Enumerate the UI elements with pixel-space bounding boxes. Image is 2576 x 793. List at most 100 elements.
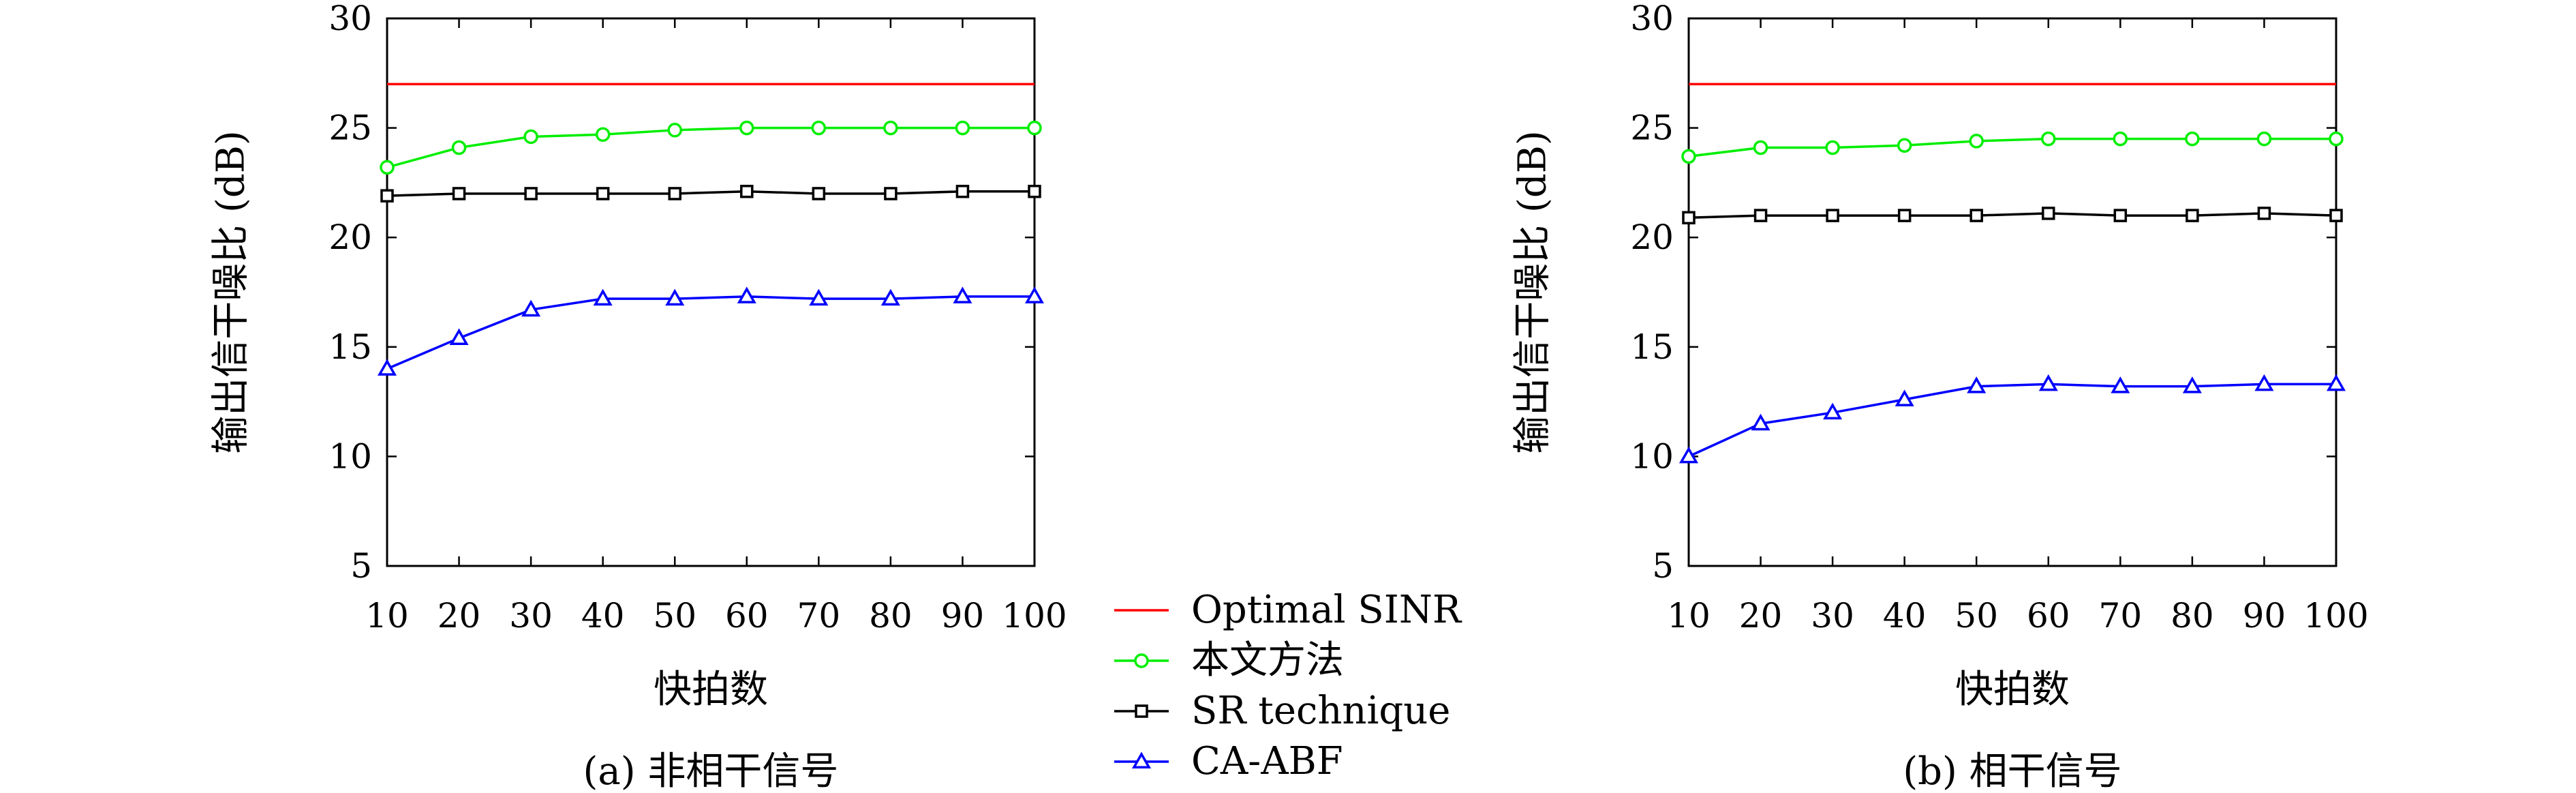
chart-panel-b: 10 20 30 40 50 60 70 80 90 100 5 10 15 20 25 30 快拍数 输出信干噪… bbox=[1511, 0, 2369, 793]
plot-frame bbox=[386, 17, 1036, 567]
x-tick-label: 90 bbox=[941, 596, 985, 635]
x-tick-label: 10 bbox=[1667, 596, 1711, 635]
x-tick-label: 60 bbox=[2027, 596, 2070, 635]
legend-marker bbox=[1134, 653, 1149, 668]
chart-panel-a: 10 20 30 40 50 60 70 80 90 100 5 10 15 20 25 30 快拍数 输出信干噪… bbox=[209, 0, 1067, 793]
legend-label: CA-ABF bbox=[1191, 739, 1343, 783]
data-point bbox=[2329, 131, 2344, 147]
x-tick-label: 70 bbox=[2099, 596, 2143, 635]
data-point bbox=[2113, 209, 2128, 222]
series-line bbox=[386, 190, 1034, 197]
data-point bbox=[593, 288, 613, 306]
data-point bbox=[521, 299, 541, 317]
y-tick-label: 10 bbox=[328, 436, 372, 476]
x-tick-label: 20 bbox=[1739, 596, 1783, 635]
x-tick-label: 60 bbox=[725, 596, 769, 635]
data-point bbox=[1826, 209, 1839, 222]
data-point bbox=[1753, 209, 1768, 222]
panel-caption: (b) 相干信号 bbox=[1903, 749, 2121, 793]
y-tick-label: 10 bbox=[1630, 436, 1674, 476]
series-line bbox=[1688, 383, 2336, 458]
x-tick-label: 70 bbox=[797, 596, 841, 635]
data-point bbox=[1825, 140, 1840, 155]
x-tick-label: 80 bbox=[869, 596, 913, 635]
legend-marker bbox=[1135, 704, 1148, 718]
legend-label: Optimal SINR bbox=[1191, 588, 1462, 632]
data-point bbox=[1028, 184, 1041, 198]
data-point bbox=[380, 189, 394, 203]
y-axis-label: 输出信干噪比 (dB) bbox=[209, 130, 254, 454]
data-point bbox=[2182, 376, 2202, 393]
y-tick-label: 30 bbox=[328, 0, 372, 38]
x-tick-label: 30 bbox=[509, 596, 553, 635]
data-point bbox=[1897, 138, 1912, 153]
x-tick-label: 100 bbox=[1002, 596, 1067, 635]
data-point bbox=[449, 328, 469, 345]
data-point bbox=[2254, 374, 2274, 391]
data-point bbox=[1823, 402, 1843, 420]
x-tick-label: 20 bbox=[438, 596, 481, 635]
data-point bbox=[1682, 211, 1696, 225]
y-tick-label: 5 bbox=[1652, 546, 1674, 586]
data-point bbox=[2329, 209, 2343, 222]
data-point bbox=[812, 187, 826, 200]
data-point bbox=[1678, 446, 1699, 464]
data-point bbox=[1967, 376, 1987, 393]
series-line bbox=[1688, 137, 2336, 158]
data-point bbox=[667, 123, 682, 138]
data-point bbox=[2041, 131, 2056, 147]
x-tick-label: 30 bbox=[1811, 596, 1854, 635]
y-tick-label: 30 bbox=[1630, 0, 1674, 38]
data-point bbox=[2185, 131, 2200, 147]
x-tick-label: 40 bbox=[581, 596, 625, 635]
data-point bbox=[1753, 140, 1768, 155]
data-point bbox=[884, 187, 898, 200]
data-point bbox=[2113, 131, 2128, 147]
data-point bbox=[740, 184, 754, 198]
x-tick-label: 40 bbox=[1883, 596, 1927, 635]
data-point bbox=[2042, 207, 2055, 220]
x-axis-label: 快拍数 bbox=[1955, 668, 2070, 712]
data-point bbox=[1027, 120, 1042, 136]
plot-frame bbox=[1687, 17, 2337, 567]
y-tick-label: 25 bbox=[1630, 108, 1674, 148]
data-point bbox=[451, 140, 467, 155]
y-tick-label: 20 bbox=[1630, 218, 1674, 257]
data-point bbox=[2326, 374, 2346, 391]
data-point bbox=[595, 127, 611, 142]
data-point bbox=[1681, 149, 1696, 164]
series-line bbox=[386, 295, 1034, 370]
data-point bbox=[596, 187, 610, 200]
x-tick-label: 50 bbox=[653, 596, 696, 635]
data-point bbox=[2257, 207, 2271, 220]
y-tick-label: 25 bbox=[328, 108, 372, 148]
y-tick-label: 5 bbox=[350, 546, 372, 586]
y-axis-label: 输出信干噪比 (dB) bbox=[1511, 130, 1555, 454]
data-point bbox=[452, 187, 466, 200]
data-point bbox=[380, 160, 395, 175]
x-tick-label: 80 bbox=[2171, 596, 2214, 635]
data-point bbox=[1969, 209, 1983, 222]
y-tick-label: 15 bbox=[328, 327, 372, 367]
data-point bbox=[811, 120, 827, 136]
series-line bbox=[386, 126, 1034, 169]
data-point bbox=[739, 120, 754, 136]
data-point bbox=[1897, 209, 1912, 222]
data-point bbox=[524, 187, 538, 200]
x-tick-label: 100 bbox=[2303, 596, 2368, 635]
x-tick-label: 10 bbox=[365, 596, 409, 635]
data-point bbox=[955, 184, 970, 198]
data-point bbox=[953, 286, 972, 303]
data-point bbox=[665, 288, 685, 306]
data-point bbox=[377, 359, 397, 376]
data-point bbox=[1969, 134, 1984, 149]
data-point bbox=[883, 120, 898, 136]
x-tick-label: 50 bbox=[1954, 596, 1998, 635]
data-point bbox=[955, 120, 970, 136]
y-tick-label: 20 bbox=[328, 218, 372, 257]
data-point bbox=[2186, 209, 2199, 222]
x-axis-label: 快拍数 bbox=[654, 668, 768, 712]
data-point bbox=[1751, 413, 1770, 431]
y-tick-label: 15 bbox=[1630, 327, 1674, 367]
